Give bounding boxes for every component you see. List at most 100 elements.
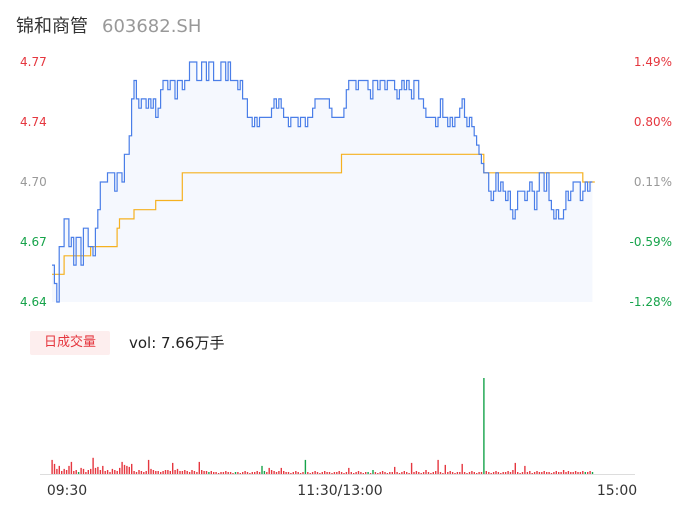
volume-bar	[119, 467, 121, 474]
volume-bar	[572, 472, 574, 474]
volume-bar	[333, 472, 336, 474]
volume-bar	[263, 471, 266, 474]
price-tick-label: 4.67	[20, 235, 47, 249]
volume-bars	[51, 378, 594, 474]
volume-bar	[155, 471, 157, 474]
volume-bar	[191, 470, 193, 474]
volume-bar	[104, 471, 106, 474]
volume-bar	[476, 473, 478, 474]
volume-bar	[415, 471, 418, 474]
volume-bar	[398, 473, 401, 474]
volume-bar	[316, 472, 319, 474]
volume-bar	[220, 472, 222, 474]
percent-tick-label: 1.49%	[634, 55, 672, 69]
volume-readout: vol: 7.66万手	[129, 332, 224, 353]
volume-bar	[53, 463, 56, 474]
volume-bar	[246, 472, 249, 474]
volume-bar	[560, 472, 562, 474]
volume-bar	[152, 470, 155, 474]
volume-bar	[116, 471, 118, 474]
volume-bar	[558, 472, 560, 474]
volume-bar	[463, 472, 466, 474]
volume-bar	[451, 472, 454, 474]
volume-bar	[302, 472, 304, 474]
volume-bar	[536, 471, 538, 474]
volume-bar	[553, 472, 555, 474]
volume-bar	[193, 471, 196, 474]
price-tick-label: 4.74	[20, 115, 47, 129]
volume-bar	[377, 473, 379, 474]
volume-bar	[408, 473, 410, 474]
volume-bar	[529, 471, 531, 474]
volume-bar	[167, 470, 169, 474]
volume-bar	[483, 378, 485, 474]
volume-period-badge: 日成交量	[30, 331, 110, 355]
intraday-price-chart: 4.77 4.74 4.70 4.67 4.64 1.49% 0.80% 0.11% -0.5…	[20, 55, 672, 309]
volume-bar	[584, 472, 586, 474]
volume-bar	[394, 466, 396, 474]
volume-bar	[261, 465, 263, 474]
volume-bar	[514, 462, 516, 474]
volume-bar	[208, 472, 210, 474]
volume-bar	[582, 471, 584, 474]
volume-bar	[365, 472, 367, 474]
volume-bar	[502, 472, 504, 474]
volume-bar	[468, 472, 471, 474]
volume-bar	[396, 472, 398, 474]
volume-bar	[353, 473, 355, 474]
volume-bar	[374, 472, 377, 474]
price-tick-label: 4.70	[20, 175, 47, 189]
volume-bar	[430, 473, 432, 474]
volume-bar	[126, 465, 128, 474]
volume-bar	[242, 472, 244, 474]
volume-bar	[145, 471, 147, 474]
volume-bar	[73, 471, 75, 474]
volume-bar	[524, 465, 526, 474]
volume-bar	[326, 472, 328, 474]
volume-bar	[432, 472, 434, 474]
volume-bar	[283, 471, 285, 474]
volume-bar	[114, 470, 116, 474]
volume-bar	[360, 472, 362, 474]
volume-bar	[369, 473, 372, 474]
volume-bar	[439, 472, 442, 474]
volume-bar	[280, 467, 282, 474]
volume-bar	[143, 472, 145, 474]
volume-bar	[123, 464, 126, 474]
volume-bar	[442, 473, 444, 474]
volume-bar	[321, 472, 323, 474]
volume-bar	[249, 473, 251, 474]
volume-bar	[138, 470, 140, 474]
volume-bar	[449, 471, 451, 474]
volume-bar	[574, 471, 577, 474]
volume-bar	[507, 471, 509, 474]
percent-tick-label: 0.80%	[634, 115, 672, 129]
volume-bar	[217, 473, 220, 474]
volume-bar	[75, 470, 77, 474]
volume-bar	[222, 472, 225, 474]
volume-bar	[266, 472, 268, 474]
volume-bar	[258, 472, 261, 474]
volume-bar	[63, 468, 65, 474]
volume-bar	[239, 473, 241, 474]
volume-bar	[425, 470, 427, 474]
volume-bar	[131, 463, 133, 474]
volume-bar	[336, 472, 338, 474]
volume-bar	[210, 471, 212, 474]
volume-bar	[295, 471, 297, 474]
volume-bar	[290, 473, 292, 474]
volume-bar	[340, 472, 343, 474]
volume-bar	[591, 472, 594, 474]
time-tick-label: 11:30/13:00	[297, 483, 382, 499]
volume-bar	[304, 459, 307, 474]
time-tick-label: 09:30	[47, 483, 87, 499]
stock-name: 锦和商管	[16, 16, 88, 37]
volume-bar	[225, 471, 227, 474]
volume-bar	[543, 471, 545, 474]
volume-bar	[227, 472, 229, 474]
volume-bar	[512, 470, 514, 474]
volume-bar	[403, 471, 405, 474]
volume-bar	[386, 473, 389, 474]
volume-bar	[319, 473, 321, 474]
volume-bar	[97, 466, 99, 474]
